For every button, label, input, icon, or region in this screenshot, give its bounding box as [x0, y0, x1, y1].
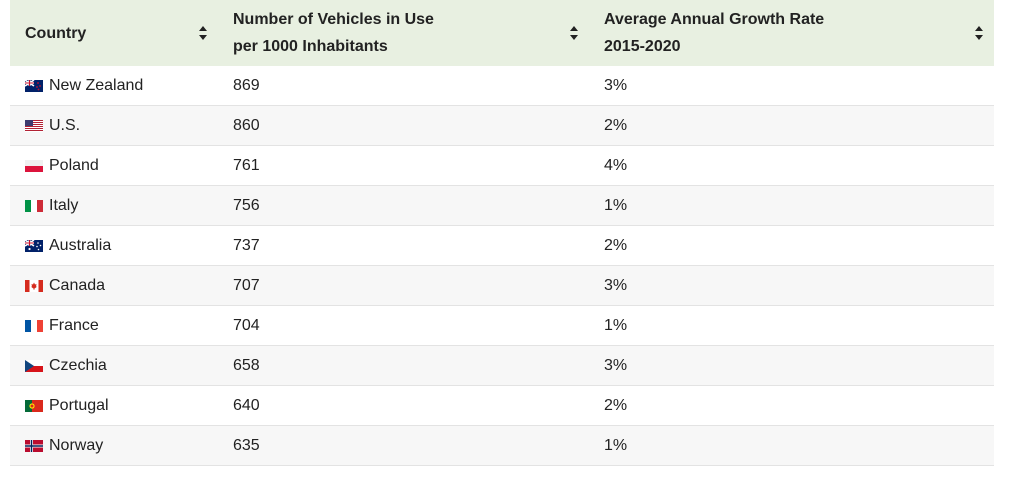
sort-icon[interactable]	[974, 25, 984, 41]
growth-cell: 1%	[589, 425, 994, 466]
header-vehicles-label: Number of Vehicles in Use per 1000 Inhab…	[233, 11, 434, 55]
country-name: France	[49, 316, 99, 334]
country-cell: Portugal	[10, 385, 218, 426]
sort-icon[interactable]	[569, 25, 579, 41]
italy-flag-icon	[25, 199, 43, 212]
growth-cell: 3%	[589, 66, 994, 106]
table-row: Australia 737 2%	[10, 225, 994, 266]
table-row: Canada 707 3%	[10, 265, 994, 306]
vehicles-cell: 707	[218, 265, 589, 306]
country-name: U.S.	[49, 116, 81, 134]
table-header-row: Country Number of Vehicles in Use per 10…	[10, 0, 994, 66]
growth-cell: 1%	[589, 185, 994, 226]
table-row: Norway 635 1%	[10, 425, 994, 466]
table-row: Portugal 640 2%	[10, 385, 994, 426]
us-flag-icon	[25, 119, 43, 132]
table-row: France 704 1%	[10, 305, 994, 346]
sort-icon[interactable]	[198, 25, 208, 41]
table-body: New Zealand 869 3% U.S. 860 2% Poland 761 4% Ital…	[10, 66, 994, 466]
growth-cell: 4%	[589, 145, 994, 186]
country-name: Norway	[49, 436, 104, 454]
growth-cell: 2%	[589, 225, 994, 266]
growth-cell: 3%	[589, 345, 994, 386]
header-vehicles[interactable]: Number of Vehicles in Use per 1000 Inhab…	[218, 0, 589, 66]
vehicles-cell: 635	[218, 425, 589, 466]
table-row: U.S. 860 2%	[10, 105, 994, 146]
australia-flag-icon	[25, 239, 43, 252]
header-growth[interactable]: Average Annual Growth Rate 2015-2020	[589, 0, 994, 66]
growth-cell: 3%	[589, 265, 994, 306]
czechia-flag-icon	[25, 359, 43, 372]
country-cell: Czechia	[10, 345, 218, 386]
vehicles-cell: 869	[218, 66, 589, 106]
header-growth-label: Average Annual Growth Rate 2015-2020	[604, 11, 825, 55]
growth-cell: 2%	[589, 385, 994, 426]
country-name: Canada	[49, 276, 106, 294]
table-row: New Zealand 869 3%	[10, 66, 994, 106]
header-country-label: Country	[25, 24, 87, 42]
vehicles-cell: 737	[218, 225, 589, 266]
country-cell: U.S.	[10, 105, 218, 146]
norway-flag-icon	[25, 439, 43, 452]
country-cell: Italy	[10, 185, 218, 226]
portugal-flag-icon	[25, 399, 43, 412]
country-cell: France	[10, 305, 218, 346]
country-cell: New Zealand	[10, 66, 218, 106]
country-cell: Norway	[10, 425, 218, 466]
vehicles-cell: 704	[218, 305, 589, 346]
canada-flag-icon	[25, 279, 43, 292]
country-name: New Zealand	[49, 76, 144, 94]
growth-cell: 2%	[589, 105, 994, 146]
table-row: Czechia 658 3%	[10, 345, 994, 386]
vehicles-cell: 658	[218, 345, 589, 386]
country-name: Australia	[49, 236, 112, 254]
country-name: Italy	[49, 196, 79, 214]
data-table-container: Country Number of Vehicles in Use per 10…	[10, 0, 994, 466]
vehicles-cell: 640	[218, 385, 589, 426]
country-name: Poland	[49, 156, 99, 174]
vehicles-cell: 860	[218, 105, 589, 146]
vehicles-cell: 756	[218, 185, 589, 226]
table-row: Poland 761 4%	[10, 145, 994, 186]
growth-cell: 1%	[589, 305, 994, 346]
poland-flag-icon	[25, 159, 43, 172]
country-name: Portugal	[49, 396, 109, 414]
table-row: Italy 756 1%	[10, 185, 994, 226]
new-zealand-flag-icon	[25, 79, 43, 92]
country-name: Czechia	[49, 356, 107, 374]
country-cell: Poland	[10, 145, 218, 186]
vehicles-table: Country Number of Vehicles in Use per 10…	[10, 0, 994, 466]
header-country[interactable]: Country	[10, 0, 218, 66]
country-cell: Canada	[10, 265, 218, 306]
vehicles-cell: 761	[218, 145, 589, 186]
france-flag-icon	[25, 319, 43, 332]
country-cell: Australia	[10, 225, 218, 266]
